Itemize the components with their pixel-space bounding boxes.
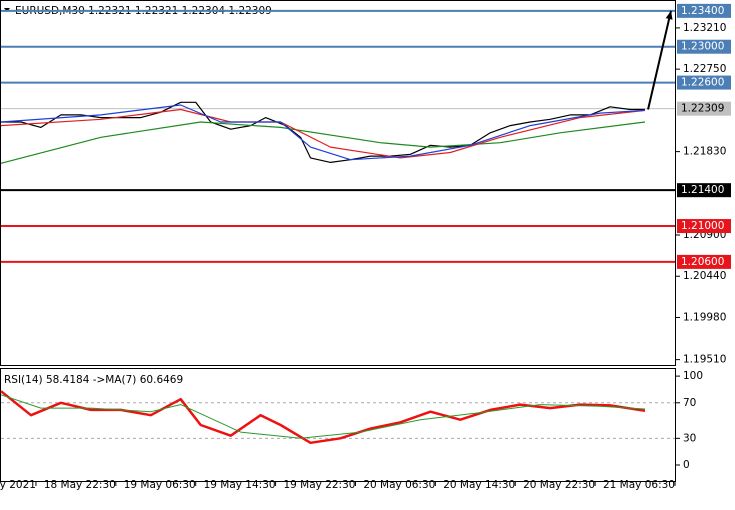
level-label: 1.22600 <box>681 77 724 89</box>
y-tick-label: 0 <box>683 459 690 471</box>
level-label: 1.23000 <box>681 41 724 53</box>
x-tick-label: 20 May 14:30 <box>443 479 515 491</box>
x-tick-label: 18 May 22:30 <box>44 479 116 491</box>
series-line <box>0 104 646 161</box>
level-label-box <box>677 101 731 116</box>
level-label-box <box>677 3 731 18</box>
level-label-box <box>677 75 731 90</box>
x-tick-label: 20 May 22:30 <box>523 479 595 491</box>
level-label: 1.23400 <box>681 5 724 17</box>
rsi-title: RSI(14) 58.4184 ->MA(7) 60.6469 <box>4 374 183 386</box>
rsi-frame <box>0 368 676 482</box>
main-frame <box>0 0 676 366</box>
level-label-box <box>677 39 731 54</box>
series-line <box>0 121 646 164</box>
level-label-box <box>677 254 731 269</box>
level-label: 1.21400 <box>681 184 724 196</box>
target-arrow <box>647 10 672 110</box>
y-tick-label: 30 <box>683 432 696 444</box>
y-tick-label: 1.23210 <box>683 22 726 34</box>
x-tick-label: 18 May 2021 <box>0 479 36 491</box>
y-tick-label: 1.19510 <box>683 354 726 366</box>
y-tick-label: 70 <box>683 397 696 409</box>
x-tick-label: 21 May 06:30 <box>603 479 675 491</box>
series-line <box>0 394 646 439</box>
level-label: 1.20600 <box>681 256 724 268</box>
level-label-box <box>677 183 731 198</box>
arrow-head <box>665 10 673 20</box>
level-label: 1.22309 <box>681 103 724 115</box>
y-tick-label: 1.21830 <box>683 146 726 158</box>
y-tick-label: 100 <box>683 370 703 382</box>
x-tick-label: 19 May 06:30 <box>124 479 196 491</box>
y-tick-label: 1.22750 <box>683 63 726 75</box>
y-tick-label: 1.20440 <box>683 270 726 282</box>
series-line <box>0 108 646 159</box>
y-tick-label: 1.19980 <box>683 311 726 323</box>
x-tick-label: 20 May 06:30 <box>363 479 435 491</box>
level-label: 1.21000 <box>681 220 724 232</box>
x-tick-label: 19 May 22:30 <box>283 479 355 491</box>
level-label-box <box>677 219 731 234</box>
x-tick-label: 19 May 14:30 <box>204 479 276 491</box>
